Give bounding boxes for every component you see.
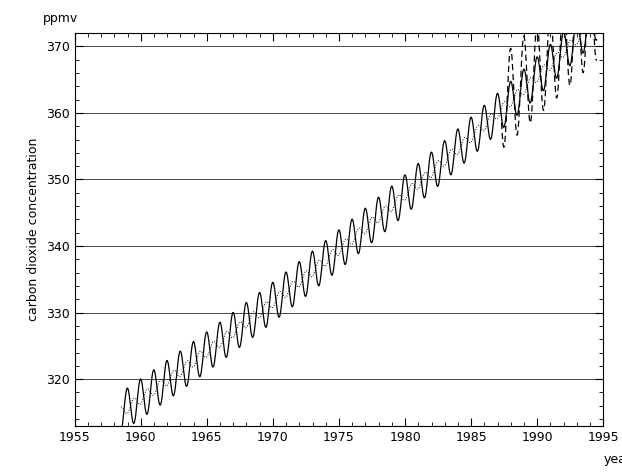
- Text: ppmv: ppmv: [43, 12, 78, 25]
- Text: year: year: [603, 453, 622, 466]
- Y-axis label: carbon dioxide concentration: carbon dioxide concentration: [27, 138, 40, 321]
